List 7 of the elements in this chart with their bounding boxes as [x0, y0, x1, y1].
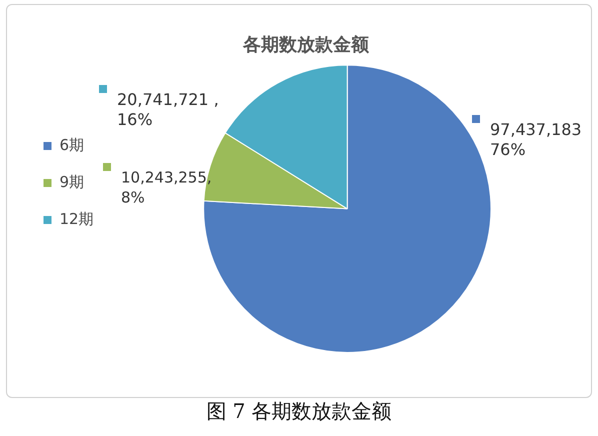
data-label: 97,437,183 76%	[490, 120, 582, 160]
legend-label: 6期	[60, 136, 84, 154]
legend-label: 12期	[60, 210, 94, 228]
chart-title: 各期数放款金额	[242, 34, 370, 56]
caption: 图 7 各期数放款金额	[205, 398, 393, 425]
data-label: 20,741,721 , 16%	[117, 90, 219, 130]
legend-label: 9期	[60, 172, 84, 191]
